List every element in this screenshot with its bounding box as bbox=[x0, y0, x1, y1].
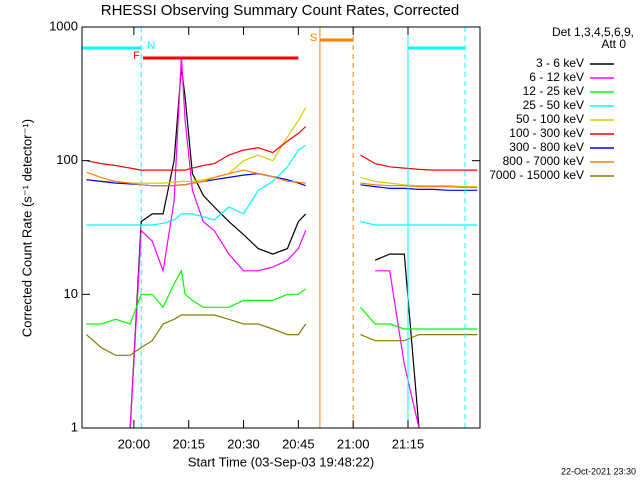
legend-label: 6 - 12 keV bbox=[529, 70, 584, 84]
x-tick-label: 21:00 bbox=[337, 436, 370, 451]
y-tick-label: 1000 bbox=[49, 18, 78, 33]
footer-date: 22-Oct-2021 23:30 bbox=[561, 466, 636, 476]
interval-label: S bbox=[310, 32, 317, 44]
plot-area bbox=[86, 56, 478, 428]
x-tick-label: 21:15 bbox=[392, 436, 425, 451]
legend-label: 3 - 6 keV bbox=[536, 56, 584, 70]
series-line bbox=[86, 126, 478, 171]
legend-header: Att 0 bbox=[601, 37, 626, 51]
series-line bbox=[86, 269, 478, 330]
x-axis-label: Start Time (03-Sep-03 19:48:22) bbox=[188, 454, 374, 469]
legend-label: 800 - 7000 keV bbox=[503, 154, 584, 168]
series-line bbox=[86, 56, 420, 428]
y-tick-label: 1 bbox=[71, 419, 78, 434]
series-line bbox=[86, 169, 478, 189]
y-tick-label: 100 bbox=[56, 152, 78, 167]
series-line bbox=[86, 314, 478, 356]
y-tick-label: 10 bbox=[64, 286, 78, 301]
plot-frame bbox=[81, 26, 481, 429]
x-tick-label: 20:45 bbox=[282, 436, 315, 451]
legend-label: 50 - 100 keV bbox=[516, 112, 584, 126]
x-tick-label: 20:00 bbox=[118, 436, 151, 451]
x-tick-label: 20:15 bbox=[172, 436, 205, 451]
y-axis-label: Corrected Count Rate (s⁻¹ detector⁻¹) bbox=[19, 119, 34, 337]
chart-title: RHESSI Observing Summary Count Rates, Co… bbox=[101, 2, 459, 19]
interval-label: F bbox=[133, 50, 140, 62]
legend-label: 300 - 800 keV bbox=[509, 140, 584, 154]
legend-label: 7000 - 15000 keV bbox=[489, 168, 584, 182]
legend-label: 25 - 50 keV bbox=[523, 98, 584, 112]
x-tick-label: 20:30 bbox=[227, 436, 260, 451]
interval-label: N bbox=[147, 40, 155, 52]
legend-header: Det 1,3,4,5,6,9, bbox=[552, 25, 634, 39]
legend-label: 100 - 300 keV bbox=[509, 126, 584, 140]
series-line bbox=[86, 144, 478, 226]
legend-label: 12 - 25 keV bbox=[523, 84, 584, 98]
